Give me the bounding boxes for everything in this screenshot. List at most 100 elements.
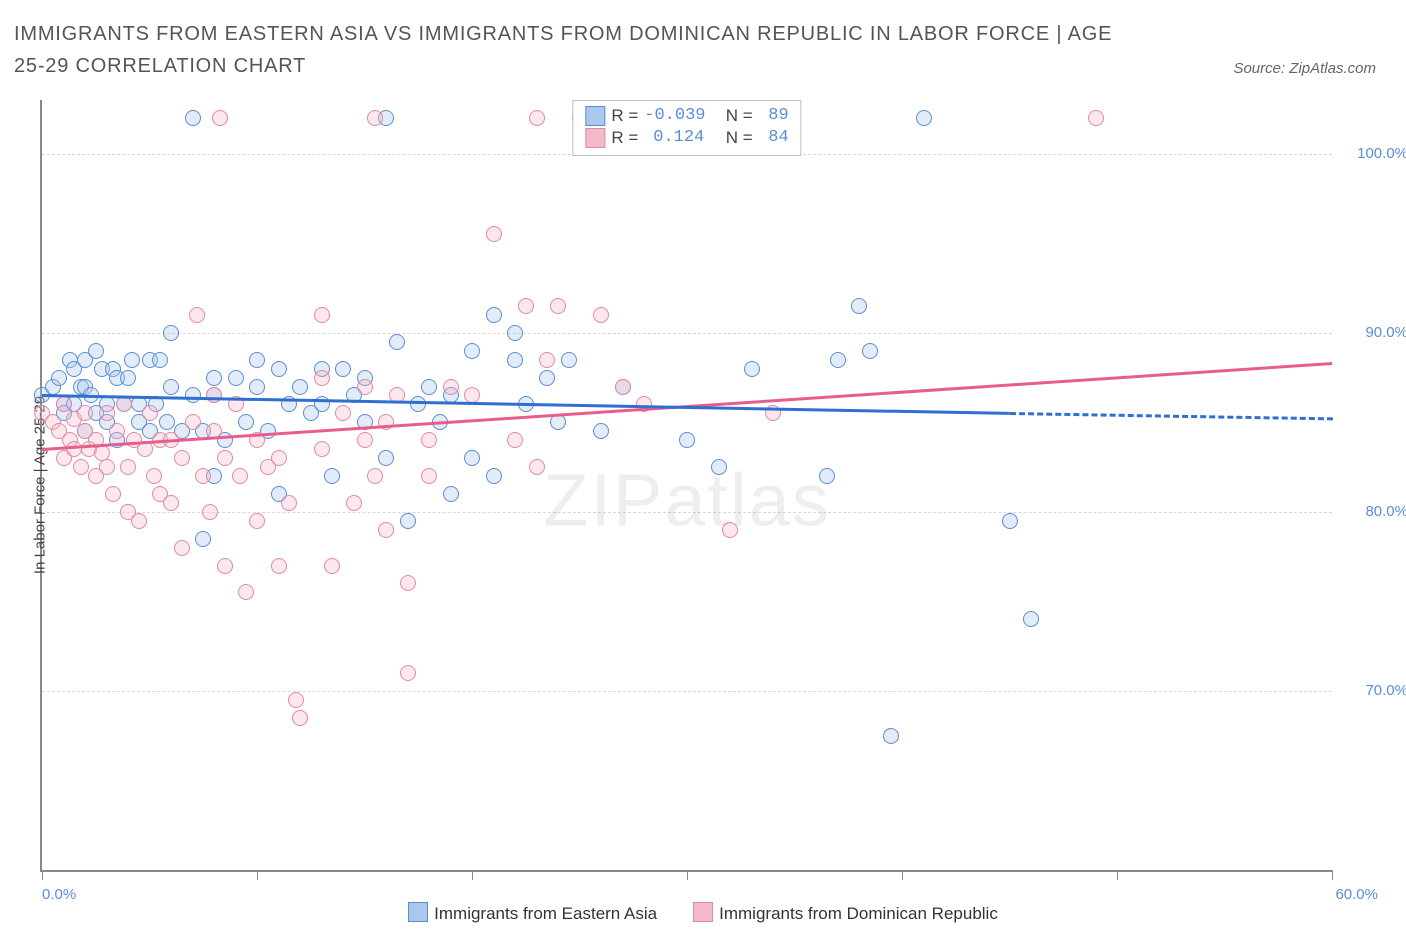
gridline (42, 691, 1332, 692)
r-value: -0.039 (644, 105, 704, 127)
y-tick-label: 80.0% (1338, 503, 1406, 520)
scatter-point (550, 298, 566, 314)
x-axis-min-label: 0.0% (42, 886, 76, 903)
x-tick (42, 870, 43, 880)
scatter-point (249, 379, 265, 395)
scatter-point (507, 352, 523, 368)
scatter-plot: In Labor Force | Age 25-29 ZIPatlas R = … (40, 100, 1332, 872)
gridline (42, 512, 1332, 513)
scatter-point (249, 513, 265, 529)
legend-label: Immigrants from Dominican Republic (719, 904, 998, 923)
scatter-point (851, 298, 867, 314)
scatter-point (593, 307, 609, 323)
scatter-point (486, 468, 502, 484)
scatter-point (124, 352, 140, 368)
scatter-point (400, 575, 416, 591)
scatter-point (77, 405, 93, 421)
scatter-point (421, 468, 437, 484)
scatter-point (292, 379, 308, 395)
scatter-point (206, 387, 222, 403)
r-value: 0.124 (644, 127, 704, 149)
scatter-point (51, 370, 67, 386)
scatter-point (744, 361, 760, 377)
scatter-point (314, 441, 330, 457)
n-label: N = (726, 127, 753, 149)
scatter-point (212, 110, 228, 126)
scatter-point (357, 379, 373, 395)
n-value: 84 (759, 127, 789, 149)
legend-item: Immigrants from Eastern Asia (408, 902, 657, 924)
scatter-point (830, 352, 846, 368)
scatter-point (410, 396, 426, 412)
scatter-point (185, 110, 201, 126)
scatter-point (202, 504, 218, 520)
scatter-point (131, 513, 147, 529)
legend-swatch-icon (585, 106, 605, 126)
scatter-point (421, 379, 437, 395)
r-label: R = (611, 105, 638, 127)
scatter-point (99, 405, 115, 421)
scatter-point (238, 584, 254, 600)
scatter-point (464, 450, 480, 466)
scatter-point (711, 459, 727, 475)
scatter-point (142, 405, 158, 421)
scatter-point (109, 423, 125, 439)
x-tick (687, 870, 688, 880)
scatter-point (378, 522, 394, 538)
y-tick-label: 90.0% (1338, 324, 1406, 341)
scatter-point (314, 307, 330, 323)
scatter-point (228, 370, 244, 386)
scatter-point (195, 468, 211, 484)
scatter-point (146, 468, 162, 484)
scatter-point (593, 423, 609, 439)
scatter-point (421, 432, 437, 448)
chart-title: IMMIGRANTS FROM EASTERN ASIA VS IMMIGRAN… (14, 18, 1114, 82)
scatter-point (400, 513, 416, 529)
r-label: R = (611, 127, 638, 149)
scatter-point (163, 325, 179, 341)
scatter-point (883, 728, 899, 744)
legend-row: R = -0.039 N = 89 (585, 105, 788, 127)
scatter-point (367, 110, 383, 126)
scatter-point (916, 110, 932, 126)
correlation-legend: R = -0.039 N = 89 R = 0.124 N = 84 (572, 100, 801, 156)
scatter-point (819, 468, 835, 484)
scatter-point (314, 370, 330, 386)
scatter-point (346, 495, 362, 511)
scatter-point (271, 361, 287, 377)
scatter-point (722, 522, 738, 538)
scatter-point (288, 692, 304, 708)
scatter-point (174, 450, 190, 466)
scatter-point (335, 361, 351, 377)
legend-swatch-icon (408, 902, 428, 922)
scatter-point (281, 495, 297, 511)
scatter-point (88, 343, 104, 359)
scatter-point (443, 486, 459, 502)
scatter-point (1023, 611, 1039, 627)
scatter-point (507, 325, 523, 341)
scatter-point (73, 459, 89, 475)
scatter-point (249, 352, 265, 368)
legend-label: Immigrants from Eastern Asia (434, 904, 657, 923)
scatter-point (174, 540, 190, 556)
scatter-point (443, 379, 459, 395)
legend-swatch-icon (693, 902, 713, 922)
y-tick-label: 70.0% (1338, 682, 1406, 699)
scatter-point (357, 432, 373, 448)
source-label: Source: ZipAtlas.com (1233, 60, 1376, 77)
scatter-point (163, 495, 179, 511)
scatter-point (56, 396, 72, 412)
gridline (42, 333, 1332, 334)
x-tick (257, 870, 258, 880)
scatter-point (105, 486, 121, 502)
scatter-point (159, 414, 175, 430)
series-legend: Immigrants from Eastern Asia Immigrants … (0, 902, 1406, 924)
scatter-point (324, 558, 340, 574)
scatter-point (539, 370, 555, 386)
scatter-point (217, 450, 233, 466)
scatter-point (217, 558, 233, 574)
scatter-point (464, 343, 480, 359)
scatter-point (615, 379, 631, 395)
watermark: ZIPatlas (543, 458, 830, 543)
scatter-point (120, 459, 136, 475)
